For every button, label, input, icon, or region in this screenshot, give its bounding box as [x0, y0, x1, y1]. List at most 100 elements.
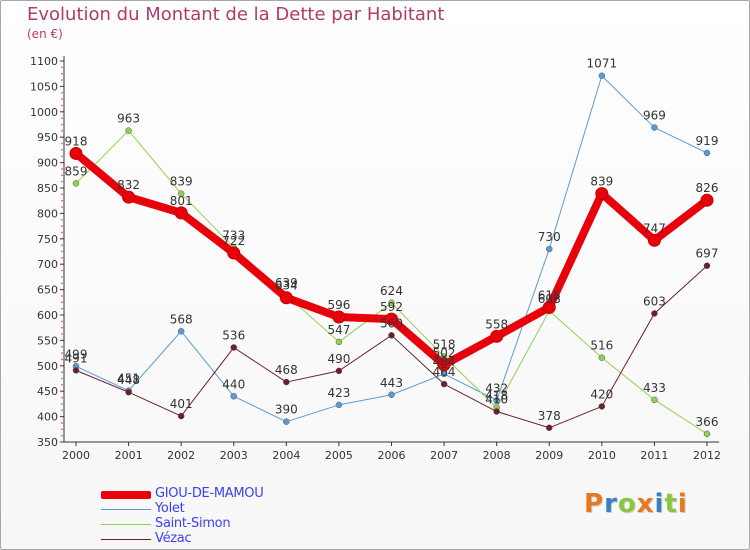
data-point [227, 246, 241, 260]
legend-item[interactable]: GIOU-DE-MAMOU [101, 486, 361, 502]
legend-swatch-giou [101, 491, 151, 499]
x-tick-label: 2007 [430, 449, 458, 462]
data-point [335, 401, 343, 409]
y-minor-tick [61, 295, 63, 297]
chart-plot: 350 400 450 500 550 600 650 700 750 800 850 900 950 1… [30, 55, 721, 462]
data-label: 801 [170, 194, 193, 208]
data-point [493, 408, 500, 415]
y-minor-tick [61, 333, 63, 335]
data-label: 839 [590, 175, 613, 189]
y-minor-tick [61, 371, 63, 373]
y-tick-label: 450 [37, 385, 58, 398]
y-minor-tick [61, 365, 63, 367]
data-label: 826 [696, 181, 719, 195]
y-tick-label: 350 [37, 436, 58, 449]
legend-label: GIOU-DE-MAMOU [155, 486, 264, 501]
y-minor-tick [61, 384, 63, 386]
y-minor-tick [61, 60, 63, 62]
data-point [703, 149, 711, 157]
legend-item[interactable]: Yolet [101, 501, 361, 517]
y-minor-tick [61, 422, 63, 424]
y-minor-tick [61, 409, 63, 412]
y-minor-tick [61, 231, 63, 234]
y-tick-label: 850 [37, 182, 58, 195]
y-minor-tick [61, 276, 63, 278]
x-tick-label: 2011 [640, 449, 668, 462]
y-tick-label: 400 [37, 411, 58, 424]
data-label: 451 [117, 372, 140, 386]
data-point [546, 245, 553, 253]
y-minor-tick [61, 269, 63, 272]
data-point [490, 329, 504, 343]
data-point [388, 332, 395, 339]
y-minor-tick [61, 193, 63, 196]
data-label: 859 [65, 164, 88, 178]
y-minor-tick [61, 314, 63, 316]
x-tick-label: 2006 [378, 449, 406, 462]
chart-title: Evolution du Montant de la Dette par Hab… [27, 4, 445, 25]
y-minor-tick [61, 282, 63, 285]
y-minor-tick [61, 149, 63, 151]
data-label: 516 [590, 339, 613, 353]
data-label: 558 [485, 317, 508, 331]
y-minor-tick [61, 434, 63, 437]
data-point [283, 378, 290, 386]
data-point [335, 338, 343, 346]
data-point [72, 367, 80, 374]
data-label: 420 [590, 387, 613, 401]
data-label: 969 [643, 109, 666, 123]
y-minor-tick [61, 136, 63, 138]
y-minor-tick [61, 212, 63, 215]
data-point [230, 393, 237, 400]
y-minor-tick [61, 358, 63, 361]
x-tick-label: 2001 [115, 449, 143, 462]
y-tick-label: 800 [37, 207, 58, 220]
data-point [388, 391, 395, 399]
data-point [703, 430, 711, 438]
y-minor-tick [61, 263, 63, 266]
y-minor-tick [61, 396, 63, 399]
y-minor-tick [61, 123, 63, 126]
data-label: 490 [327, 352, 350, 366]
data-label: 568 [170, 312, 193, 326]
y-tick-label: 750 [37, 233, 58, 246]
data-point [598, 403, 606, 410]
y-minor-tick [61, 161, 63, 164]
data-point [388, 299, 395, 307]
y-minor-tick [61, 199, 63, 202]
data-point [651, 396, 658, 404]
y-minor-tick [61, 85, 63, 88]
y-minor-tick [61, 98, 63, 100]
y-minor-tick [61, 155, 63, 158]
data-label: 747 [643, 221, 666, 235]
data-point [546, 424, 553, 432]
data-label: 468 [275, 363, 298, 377]
data-label: 423 [327, 386, 350, 400]
data-point [177, 190, 185, 197]
y-minor-tick [61, 66, 63, 69]
data-label: 615 [538, 288, 561, 302]
y-minor-tick [61, 142, 63, 145]
legend-item[interactable]: Saint-Simon [101, 516, 361, 532]
x-tick-label: 2009 [535, 449, 563, 462]
legend-swatch-yolet [101, 509, 151, 510]
legend-label: Vézac [155, 531, 192, 546]
data-point [651, 310, 658, 317]
data-point [493, 397, 500, 404]
y-minor-tick [61, 428, 63, 431]
data-label: 730 [538, 230, 561, 244]
data-label: 697 [696, 247, 719, 261]
data-label: 433 [643, 381, 666, 395]
chart-subtitle: (en €) [27, 27, 63, 41]
data-label: 592 [380, 300, 403, 314]
data-label: 919 [696, 134, 719, 148]
data-point [437, 358, 451, 372]
y-minor-tick [61, 130, 63, 132]
y-minor-tick [61, 415, 63, 418]
data-label: 491 [65, 351, 88, 365]
data-label: 418 [485, 388, 508, 402]
y-minor-tick [61, 238, 63, 240]
data-label: 378 [538, 409, 561, 423]
legend-label: Saint-Simon [155, 516, 231, 531]
legend-item[interactable]: Vézac [101, 531, 361, 547]
